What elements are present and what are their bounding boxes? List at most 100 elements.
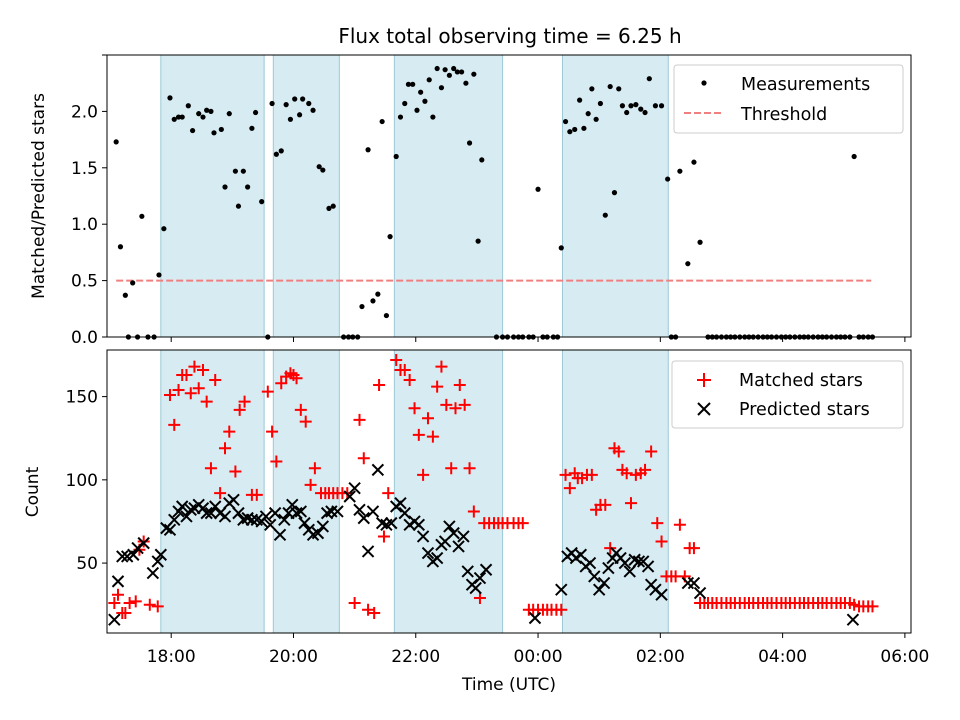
predicted-star-point	[583, 556, 597, 570]
predicted-star-point	[348, 481, 361, 495]
measurement-point	[418, 89, 424, 95]
chart-title: Flux total observing time = 6.25 h	[338, 24, 681, 48]
measurement-point	[691, 159, 697, 165]
predicted-star-point	[394, 496, 407, 510]
predicted-star-point	[273, 528, 287, 541]
predicted-star-point	[361, 545, 375, 558]
predicted-star-point	[209, 500, 222, 513]
top-observing-window	[561, 54, 669, 338]
measurement-point	[466, 140, 473, 146]
predicted-star-point	[245, 513, 259, 527]
measurement-point	[697, 239, 703, 245]
bottom-matched-points	[108, 353, 879, 620]
matched-star-point	[250, 488, 263, 501]
matched-star-point	[655, 535, 668, 548]
matched-star-point	[275, 377, 288, 390]
matched-star-point	[172, 383, 185, 396]
matched-star-point	[463, 462, 476, 475]
measurement-point	[387, 234, 393, 240]
measurement-point	[463, 80, 469, 86]
measurement-point	[161, 226, 167, 232]
matched-star-point	[373, 378, 386, 391]
measurement-point	[185, 103, 191, 109]
matched-star-point	[362, 603, 375, 616]
bottom-axes-frame	[106, 349, 912, 634]
matched-star-point	[180, 368, 193, 381]
matched-star-point	[612, 445, 625, 458]
matched-star-point	[440, 398, 453, 411]
predicted-star-point	[398, 506, 411, 520]
measurement-point	[310, 107, 316, 113]
matched-star-point	[377, 530, 390, 543]
measurement-point	[139, 213, 145, 219]
measurement-point	[581, 125, 587, 131]
matched-star-point	[163, 388, 176, 401]
measurement-point	[677, 168, 683, 174]
predicted-star-point	[366, 505, 380, 518]
matched-star-point	[204, 462, 217, 475]
measurement-point	[451, 65, 457, 72]
matched-star-point	[219, 442, 232, 455]
matched-star-point	[408, 402, 421, 415]
measurement-point	[405, 81, 412, 87]
predicted-star-point	[597, 576, 611, 590]
measurement-point	[422, 98, 428, 104]
matched-star-point	[382, 487, 395, 500]
legend-matched-marker	[697, 373, 711, 387]
top-observing-window	[393, 54, 504, 338]
bottom-y-ticks: 50 100 150	[66, 388, 107, 574]
predicted-star-point	[357, 511, 370, 525]
matched-star-point	[308, 462, 321, 475]
predicted-star-point	[641, 560, 655, 573]
measurement-point	[430, 114, 436, 120]
measurement-point	[175, 114, 182, 120]
measurement-point	[454, 69, 460, 75]
matched-star-point	[112, 588, 125, 601]
measurement-point	[397, 114, 404, 120]
predicted-star-point	[168, 513, 181, 527]
measurement-point	[287, 116, 294, 122]
predicted-star-point	[200, 506, 213, 520]
measurement-point	[593, 116, 599, 122]
top-y-tick-label: 0.0	[71, 328, 98, 348]
measurement-point	[685, 261, 691, 267]
top-observing-window	[272, 54, 340, 338]
bottom-y-tick-label: 50	[76, 554, 98, 574]
predicted-star-point	[294, 505, 308, 518]
predicted-star-point	[264, 518, 277, 532]
matched-star-point	[639, 463, 652, 476]
top-y-tick-label: 1.0	[71, 215, 98, 235]
measurement-point	[567, 129, 573, 135]
measurement-point	[652, 103, 659, 109]
bottom-observing-window	[393, 349, 504, 634]
matched-star-point	[209, 373, 222, 386]
predicted-star-point	[259, 510, 273, 523]
measurement-point	[619, 103, 626, 109]
measurement-point	[226, 111, 232, 117]
measurement-point	[218, 126, 224, 133]
measurement-point	[589, 86, 595, 92]
predicted-star-point	[111, 575, 125, 588]
measurement-point	[235, 203, 242, 209]
top-legend: Measurements Threshold	[673, 64, 904, 134]
bottom-y-tick-label: 150	[66, 388, 98, 408]
matched-star-point	[223, 425, 236, 438]
bottom-panel: 50 100 150 18:00 20:00 22:00 00:00 02:00 04:00 0…	[23, 349, 929, 695]
measurement-point	[283, 102, 289, 108]
predicted-star-point	[846, 613, 860, 626]
matched-star-point	[238, 395, 251, 408]
measurement-point	[196, 111, 202, 117]
measurement-point	[572, 126, 578, 133]
measurement-point	[249, 125, 255, 131]
predicted-star-point	[473, 571, 487, 585]
matched-star-point	[516, 517, 529, 530]
predicted-star-point	[528, 611, 542, 625]
predicted-star-point	[353, 503, 366, 517]
measurement-point	[414, 107, 420, 113]
measurement-point	[628, 103, 634, 109]
matched-star-point	[585, 468, 598, 481]
matched-star-point	[348, 597, 361, 610]
matched-star-point	[214, 487, 227, 500]
measurement-point	[370, 298, 376, 304]
matched-star-point	[119, 607, 132, 620]
